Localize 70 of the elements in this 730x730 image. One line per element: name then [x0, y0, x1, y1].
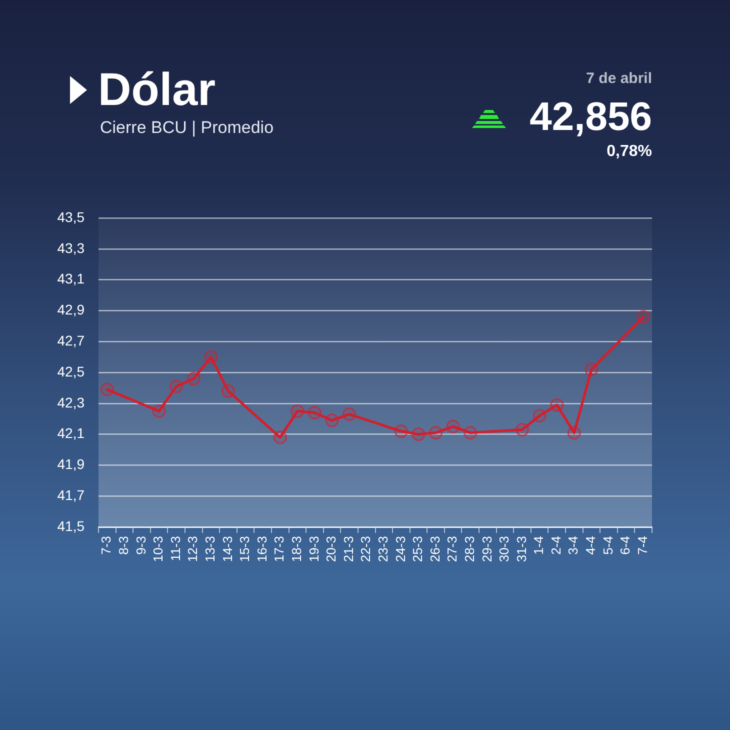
y-tick-label: 41,9	[57, 456, 85, 472]
x-tick-label: 12-3	[185, 536, 200, 562]
x-tick-label: 9-3	[133, 536, 148, 555]
x-tick-label: 16-3	[254, 536, 270, 562]
text: 7 de abril	[586, 70, 652, 87]
x-tick-label: 7-4	[634, 536, 650, 555]
point	[532, 409, 546, 423]
x-tick-label: 7-3	[98, 536, 114, 555]
y-tick-label: 42,3	[57, 394, 85, 410]
x-tick-label: 26-3	[427, 536, 442, 562]
chart-title: Dólar	[98, 62, 216, 116]
y-tick-label: 43,3	[57, 240, 85, 256]
x-tick-label: 25-3	[410, 536, 426, 562]
x-tick-label: 27-3	[444, 536, 460, 562]
point	[584, 362, 598, 376]
point	[152, 404, 166, 418]
point	[464, 426, 478, 440]
point	[394, 424, 408, 438]
point	[273, 430, 287, 444]
x-tick-label: 29-3	[479, 536, 494, 562]
point	[516, 422, 530, 436]
y-tick-label: 42,9	[57, 302, 85, 318]
x-tick-label: 20-3	[324, 536, 339, 562]
x-tick-label: 31-3	[514, 536, 529, 562]
point	[100, 382, 114, 396]
point	[221, 384, 235, 398]
text: 42,856	[530, 94, 652, 140]
point	[412, 428, 426, 442]
point	[567, 426, 581, 440]
y-tick-label: 42,1	[57, 425, 85, 442]
chart-subtitle: Cierre BCU | Promedio	[100, 117, 274, 139]
x-tick-label: 10-3	[150, 536, 166, 562]
point	[325, 414, 339, 428]
point	[550, 398, 564, 412]
x-tick-label: 1-4	[531, 536, 546, 555]
x-tick-label: 28-3	[462, 536, 477, 562]
x-tick-label: 17-3	[272, 536, 287, 562]
x-tick-label: 4-4	[583, 536, 598, 555]
y-tick-label: 41,7	[57, 486, 85, 503]
point	[290, 404, 304, 418]
y-tick-label: 42,7	[57, 332, 85, 348]
point	[636, 310, 650, 324]
x-tick-label: 22-3	[358, 536, 374, 562]
y-tick-label: 41,5	[57, 518, 85, 534]
point	[342, 407, 356, 421]
y-tick-label: 43,5	[57, 208, 85, 225]
x-tick-label: 30-3	[496, 536, 512, 562]
x-tick-label: 8-3	[116, 536, 132, 555]
x-tick-label: 5-4	[600, 536, 616, 555]
text: 0,78%	[606, 143, 652, 161]
y-tick-label: 43,1	[57, 270, 85, 287]
point	[308, 406, 322, 420]
y-tick-label: 42,5	[57, 363, 85, 380]
x-tick-label: 15-3	[237, 536, 252, 562]
x-tick-label: 18-3	[288, 536, 304, 562]
point	[186, 372, 200, 386]
point	[429, 426, 443, 440]
point	[204, 350, 218, 364]
x-tick-label: 14-3	[220, 536, 235, 562]
x-tick-label: 21-3	[340, 536, 356, 562]
x-tick-label: 3-4	[566, 536, 581, 555]
x-tick-label: 13-3	[202, 536, 218, 562]
x-tick-label: 11-3	[168, 536, 183, 562]
x-tick-label: 23-3	[375, 536, 390, 562]
x-tick-label: 2-4	[548, 536, 564, 555]
x-tick-label: 6-4	[618, 536, 633, 555]
x-tick-label: 19-3	[306, 536, 322, 562]
point	[446, 420, 460, 434]
point	[170, 380, 184, 394]
x-tick-label: 24-3	[392, 536, 408, 562]
